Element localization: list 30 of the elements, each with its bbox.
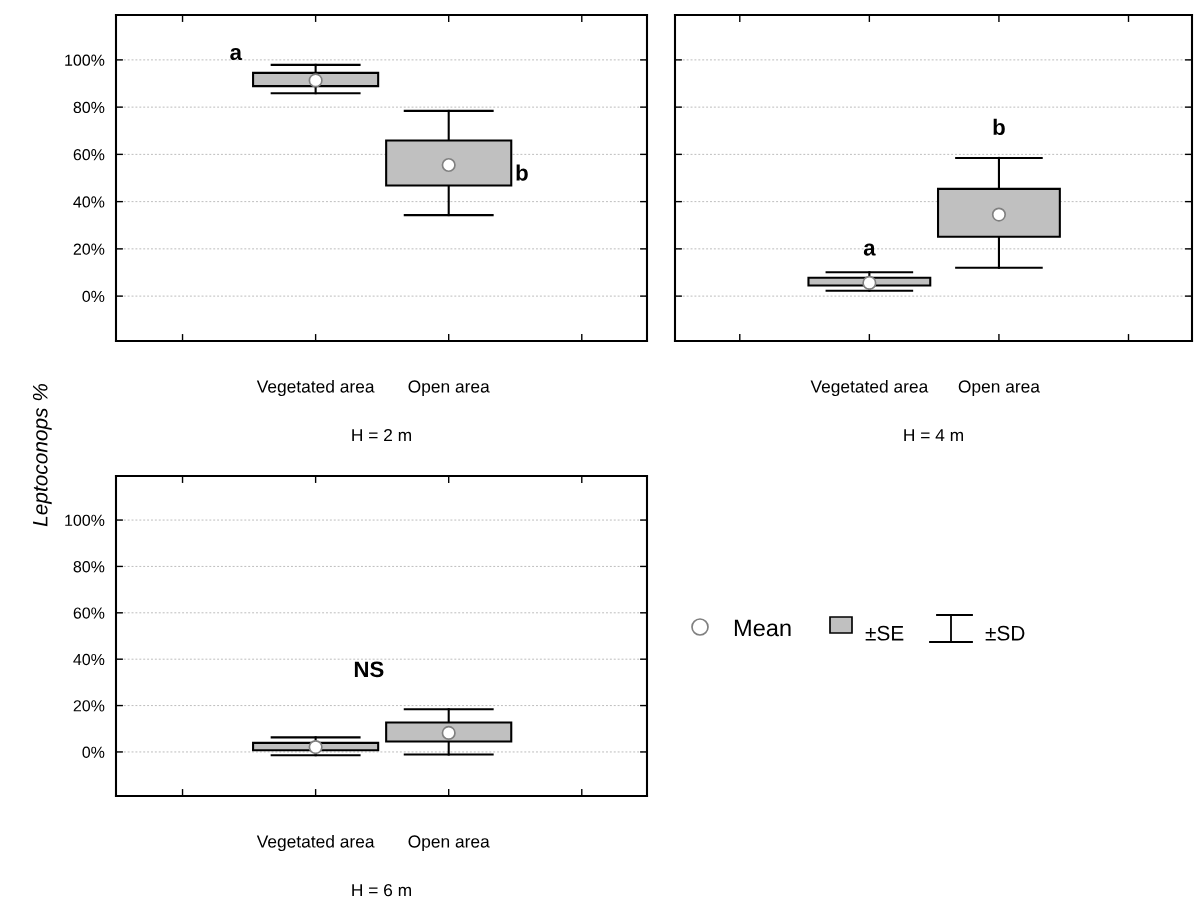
text: a [230, 47, 243, 61]
y-tick-label: 80% [73, 101, 105, 114]
x-tick-label: Open area [408, 835, 490, 852]
y-tick-label: 20% [73, 243, 105, 255]
text: b [516, 164, 528, 181]
text: ±SE [865, 625, 904, 641]
y-tick-label: 60% [73, 149, 105, 161]
x-axis-title: H = 6 m [352, 883, 411, 897]
x-tick-label: Vegetated area [256, 834, 375, 852]
y-tick-label: 100% [65, 54, 105, 66]
x-tick-label: Vegetated area [256, 379, 375, 397]
x-tick-label: Vegetated area [810, 379, 929, 397]
x-tick-label: Open area [958, 380, 1040, 397]
text: Mean [734, 619, 791, 637]
y-axis-title: Leptoconops % [32, 384, 52, 527]
y-tick-label: 0% [82, 746, 105, 758]
annotation: a [863, 243, 876, 256]
y-tick-label: 100% [65, 514, 105, 526]
x-tick-label: Open area [408, 380, 490, 397]
x-axis-title: H = 4 m [904, 429, 963, 442]
text: ±SD [985, 625, 1025, 641]
y-tick-label: 20% [73, 700, 105, 712]
annotation: NS [354, 661, 384, 678]
y-tick-label: 0% [82, 290, 105, 303]
y-tick-label: 40% [73, 653, 105, 666]
y-tick-label: 40% [73, 196, 105, 208]
y-tick-label: 60% [73, 607, 105, 619]
x-axis-title: H = 2 m [352, 428, 411, 442]
annotation: b [993, 118, 1005, 136]
y-tick-label: 80% [73, 561, 105, 573]
